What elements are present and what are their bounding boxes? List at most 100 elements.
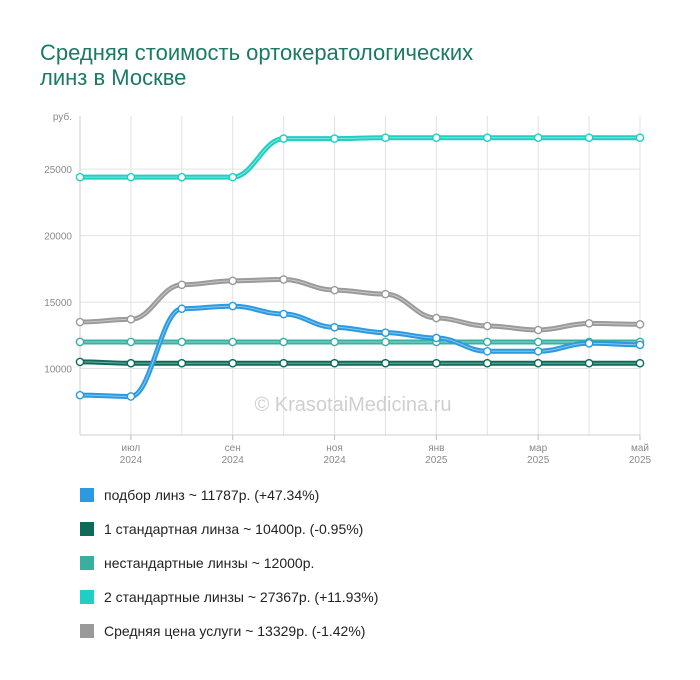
y-tick-label: 15000 <box>44 298 72 309</box>
data-point <box>584 133 594 143</box>
data-point <box>482 337 492 347</box>
data-point <box>635 319 645 329</box>
chart-title-line-2: линз в Москве <box>40 65 186 90</box>
data-point <box>126 358 136 368</box>
series-standard-1 <box>75 357 645 368</box>
legend-item: 1 стандартная линза ~ 10400р. (-0.95%) <box>80 521 363 537</box>
x-tick-year: 2025 <box>527 455 550 466</box>
legend: подбор линз ~ 11787р. (+47.34%) 1 стандар… <box>80 487 378 639</box>
data-point <box>228 337 238 347</box>
data-point <box>330 134 339 143</box>
data-point <box>381 328 390 337</box>
x-tick-year: 2025 <box>425 455 448 466</box>
grid <box>79 116 641 436</box>
data-point <box>126 337 136 347</box>
legend-label: Средняя цена услуги ~ 13329р. (-1.42%) <box>104 623 365 639</box>
series-line <box>77 359 643 366</box>
series-lines <box>75 133 645 401</box>
data-point <box>635 133 645 143</box>
data-point <box>75 172 85 182</box>
data-point <box>75 337 85 347</box>
legend-swatch <box>80 556 94 570</box>
series-line-highlight <box>79 278 641 331</box>
data-point <box>482 346 492 356</box>
data-point <box>228 276 238 286</box>
data-point <box>432 313 441 323</box>
data-point <box>330 285 339 295</box>
data-point <box>381 133 390 143</box>
data-point <box>635 340 645 350</box>
data-point <box>584 358 594 368</box>
data-point <box>381 337 390 347</box>
series-line <box>77 276 643 333</box>
series-line-highlight <box>79 361 640 364</box>
data-point <box>533 346 543 356</box>
x-tick-year: 2024 <box>323 455 346 466</box>
y-tick-label: 25000 <box>44 165 72 176</box>
data-point <box>177 358 187 368</box>
series-line <box>77 135 643 180</box>
data-point <box>279 134 288 143</box>
y-tick-label: 10000 <box>44 365 72 376</box>
data-point <box>482 321 492 331</box>
x-tick-month: май <box>631 443 649 454</box>
data-point <box>177 304 187 314</box>
data-point <box>533 337 543 347</box>
data-point <box>126 392 136 401</box>
x-tick-year: 2025 <box>629 455 652 466</box>
data-point <box>228 358 238 368</box>
data-point <box>584 338 594 348</box>
y-axis-ticks: 10000 15000 20000 25000 <box>44 165 72 375</box>
legend-label: нестандартные линзы ~ 12000р. <box>104 555 314 571</box>
data-point <box>177 337 187 347</box>
legend-label: подбор линз ~ 11787р. (+47.34%) <box>104 487 319 503</box>
x-tick-month: ноя <box>326 443 343 454</box>
data-point <box>635 358 645 368</box>
data-point <box>482 133 492 143</box>
data-point <box>75 357 85 367</box>
data-point <box>177 172 187 182</box>
x-tick-month: янв <box>428 443 444 454</box>
series-podbor <box>75 301 645 401</box>
legend-item: нестандартные линзы ~ 12000р. <box>80 555 314 571</box>
legend-swatch <box>80 522 94 536</box>
data-point <box>330 358 339 368</box>
data-point <box>75 390 85 400</box>
data-point <box>279 275 288 284</box>
data-point <box>279 337 288 347</box>
data-point <box>482 358 492 368</box>
legend-swatch <box>80 624 94 638</box>
x-axis-ticks: июл2024сен2024ноя2024янв2025мар2025май20… <box>120 435 652 466</box>
legend-item: подбор линз ~ 11787р. (+47.34%) <box>80 487 319 503</box>
data-point <box>381 289 390 299</box>
legend-swatch <box>80 590 94 604</box>
legend-label: 1 стандартная линза ~ 10400р. (-0.95%) <box>104 521 363 537</box>
x-tick-month: мар <box>529 443 547 454</box>
series-standard-2 <box>75 133 645 182</box>
data-point <box>228 172 238 182</box>
series-line <box>77 303 643 399</box>
legend-item: Средняя цена услуги ~ 13329р. (-1.42%) <box>80 623 365 639</box>
data-point <box>75 317 85 327</box>
data-point <box>533 133 543 143</box>
data-point <box>177 280 187 290</box>
chart-title-line-1: Средняя стоимость ортокератологических <box>40 40 473 65</box>
y-tick-label: 20000 <box>44 232 72 243</box>
x-tick-year: 2024 <box>222 455 245 466</box>
legend-item: 2 стандартные линзы ~ 27367р. (+11.93%) <box>80 589 378 605</box>
data-point <box>584 319 594 328</box>
data-point <box>432 333 441 343</box>
data-point <box>381 358 390 368</box>
series-average <box>75 275 645 335</box>
data-point <box>533 358 543 368</box>
data-point <box>533 325 543 335</box>
x-tick-year: 2024 <box>120 455 143 466</box>
data-point <box>330 323 339 332</box>
data-point <box>126 315 136 324</box>
data-point <box>432 358 441 368</box>
legend-label: 2 стандартные линзы ~ 27367р. (+11.93%) <box>104 589 378 605</box>
x-tick-month: сен <box>225 443 241 454</box>
data-point <box>126 172 136 182</box>
data-point <box>432 133 441 143</box>
data-point <box>279 309 288 319</box>
